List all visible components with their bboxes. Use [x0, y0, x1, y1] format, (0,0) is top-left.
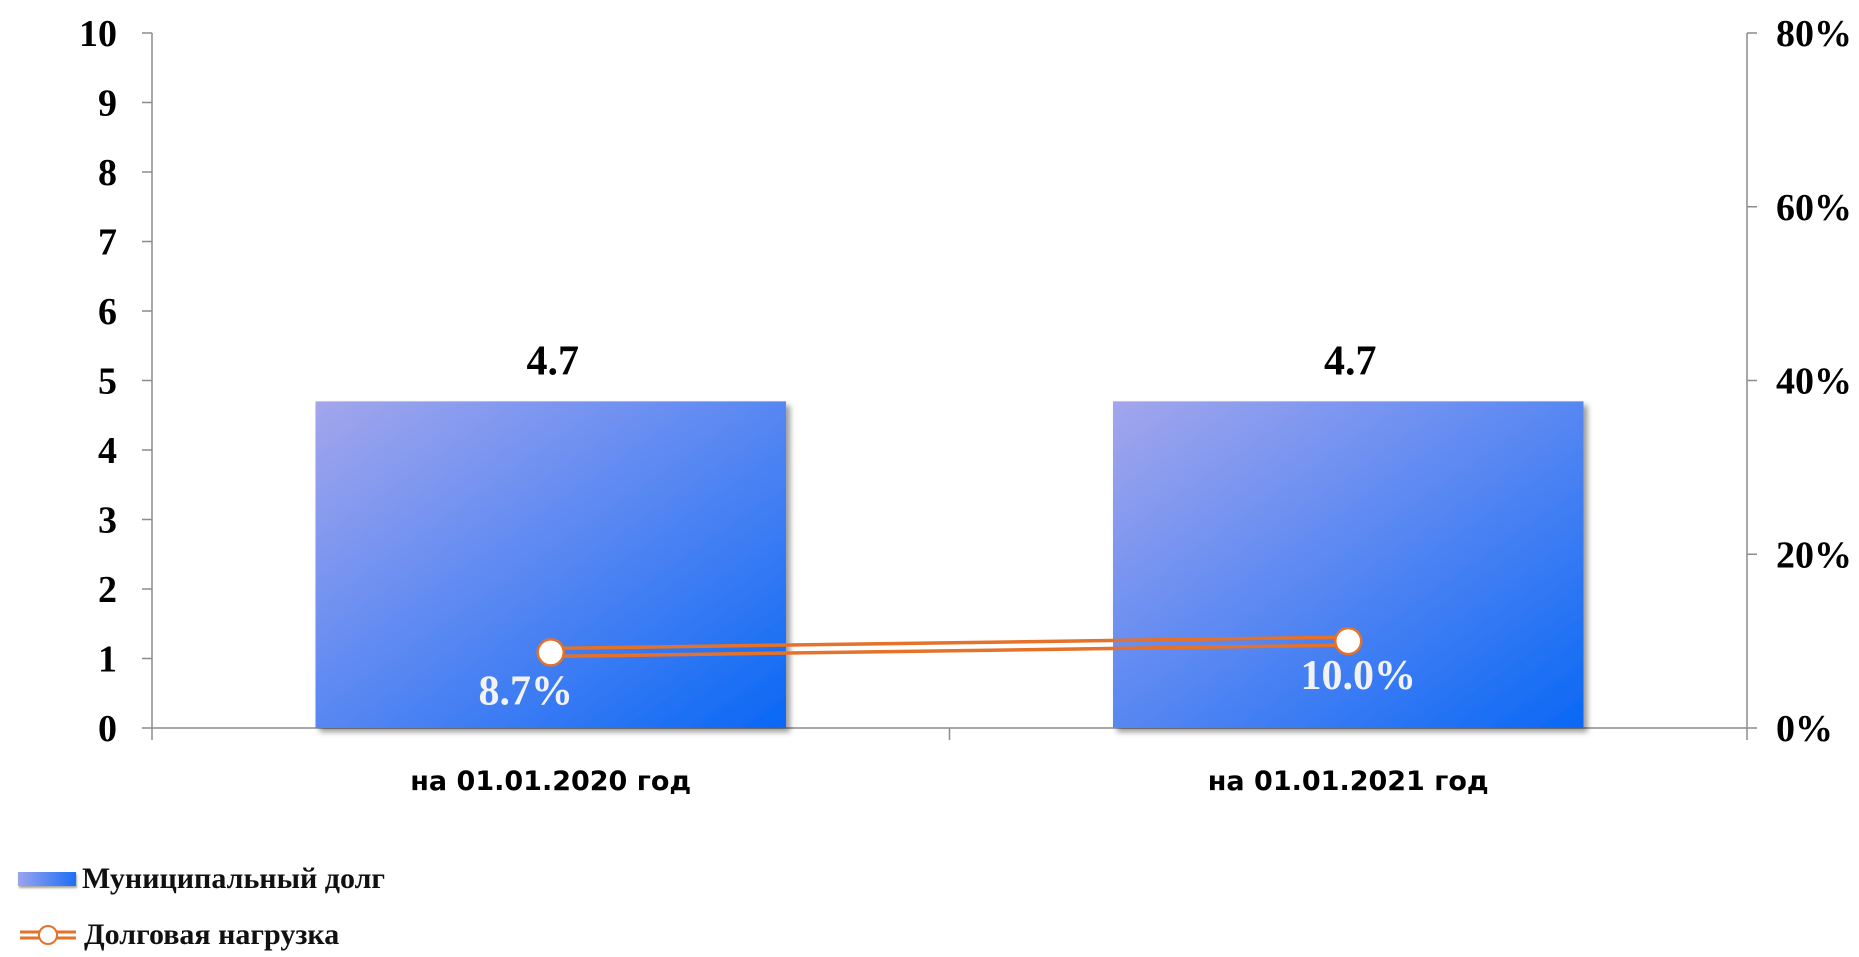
line-value-label: 10.0% [1301, 653, 1417, 699]
right-axis-tick-label: 40% [1776, 361, 1852, 403]
left-axis-tick-label: 7 [98, 222, 117, 264]
bar-value-label: 4.7 [527, 338, 580, 384]
line-segment [550, 635, 1349, 651]
line-segment [550, 643, 1349, 659]
bar [315, 401, 787, 728]
left-axis-tick-label: 9 [98, 83, 117, 125]
x-axis-category-label: на 01.01.2021 год [1208, 766, 1489, 797]
legend-item-municipal-debt: Муниципальный долг [18, 862, 385, 896]
right-axis-tick-label: 80% [1776, 13, 1852, 55]
bar-value-label: 4.7 [1324, 338, 1377, 384]
right-axis-tick-label: 60% [1776, 187, 1852, 229]
left-axis-tick-label: 6 [98, 291, 117, 333]
left-axis-tick-label: 10 [79, 13, 117, 55]
left-axis-tick-label: 0 [98, 708, 117, 750]
legend-label-debt-load: Долговая нагрузка [84, 918, 340, 951]
left-axis-tick-label: 3 [98, 500, 117, 542]
legend-label-municipal-debt: Муниципальный долг [82, 862, 386, 895]
bar [1112, 401, 1584, 728]
legend-line-swatch [20, 925, 76, 945]
left-axis-tick-label: 5 [98, 361, 117, 403]
x-axis-category-label: на 01.01.2020 год [410, 766, 691, 797]
left-axis-tick-label: 1 [98, 639, 117, 681]
legend-bar-swatch [18, 872, 76, 886]
left-axis-tick-label: 2 [98, 569, 117, 611]
right-axis-tick-label: 0% [1776, 708, 1833, 750]
line-value-label: 8.7% [479, 668, 574, 714]
left-axis-tick-label: 8 [98, 152, 117, 194]
line-point [536, 638, 565, 667]
right-axis-tick-label: 20% [1776, 534, 1852, 576]
legend-item-debt-load: Долговая нагрузка [18, 918, 339, 952]
line-point [1334, 626, 1363, 656]
left-axis-tick-label: 4 [98, 430, 117, 472]
